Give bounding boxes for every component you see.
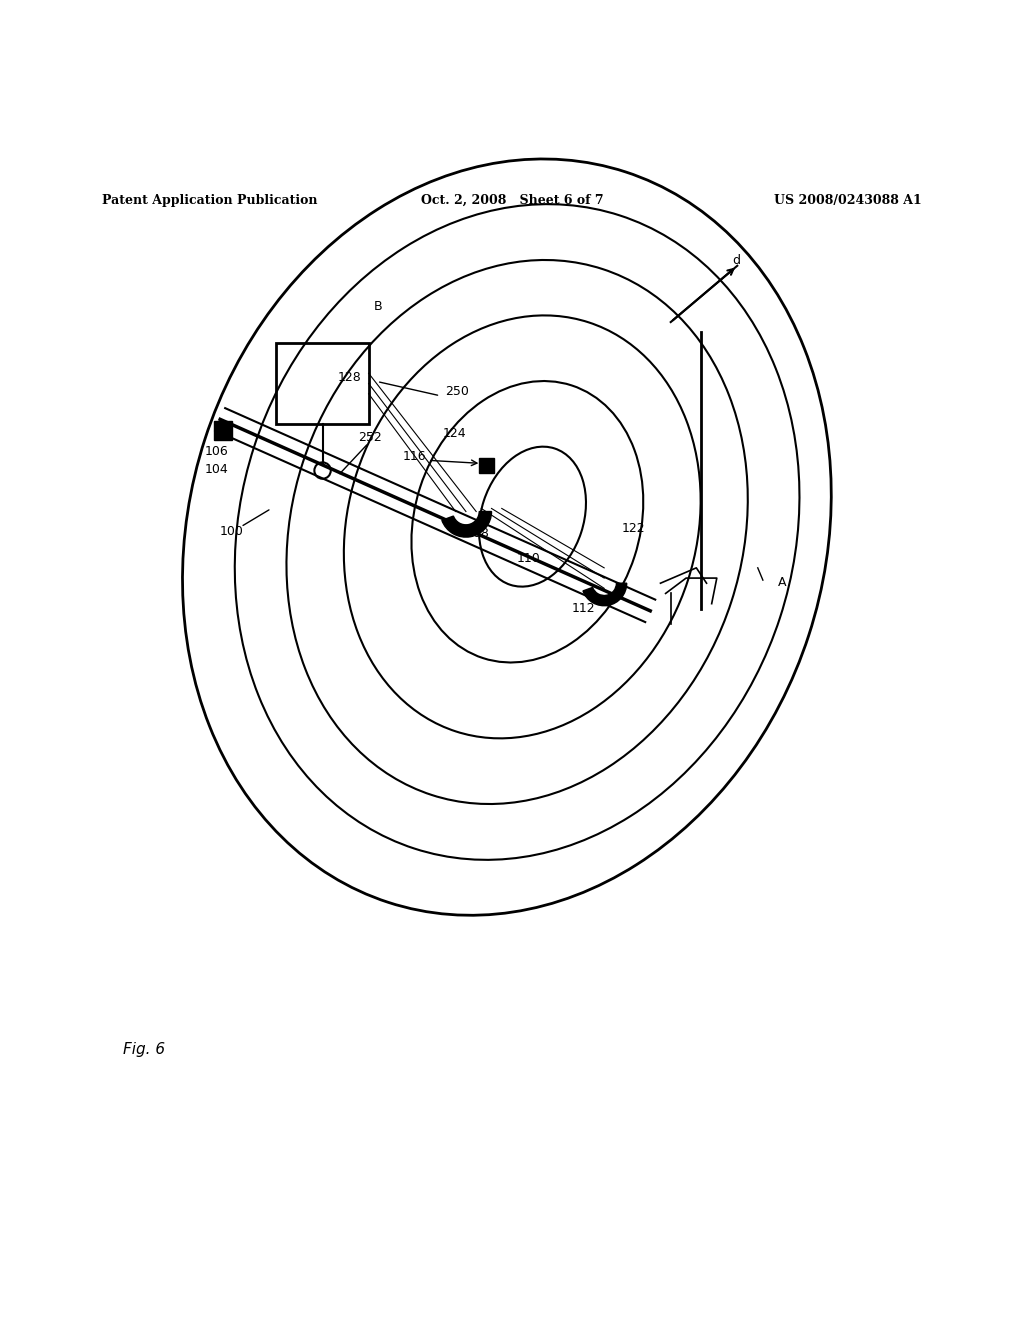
Bar (478, 458, 494, 473)
Text: Oct. 2, 2008   Sheet 6 of 7: Oct. 2, 2008 Sheet 6 of 7 (421, 194, 603, 207)
Text: 252: 252 (358, 430, 382, 444)
Text: 112: 112 (571, 602, 595, 615)
Text: B: B (374, 300, 382, 313)
Text: 110: 110 (517, 552, 541, 565)
Text: A: A (778, 577, 786, 589)
Text: 116: 116 (402, 450, 426, 463)
Text: 122: 122 (622, 521, 645, 535)
Text: 104: 104 (205, 462, 228, 475)
Text: 108: 108 (466, 527, 489, 540)
Text: 124: 124 (442, 426, 466, 440)
Text: 106: 106 (205, 445, 228, 458)
Text: Patent Application Publication: Patent Application Publication (102, 194, 317, 207)
Text: 128: 128 (338, 371, 361, 384)
Wedge shape (583, 583, 627, 606)
Text: 100: 100 (220, 525, 244, 539)
Text: d: d (732, 253, 740, 267)
Wedge shape (442, 512, 492, 537)
Text: 250: 250 (445, 385, 469, 397)
Text: Fig. 6: Fig. 6 (123, 1043, 165, 1057)
Bar (214, 421, 232, 440)
Bar (276, 343, 369, 425)
Text: US 2008/0243088 A1: US 2008/0243088 A1 (774, 194, 922, 207)
